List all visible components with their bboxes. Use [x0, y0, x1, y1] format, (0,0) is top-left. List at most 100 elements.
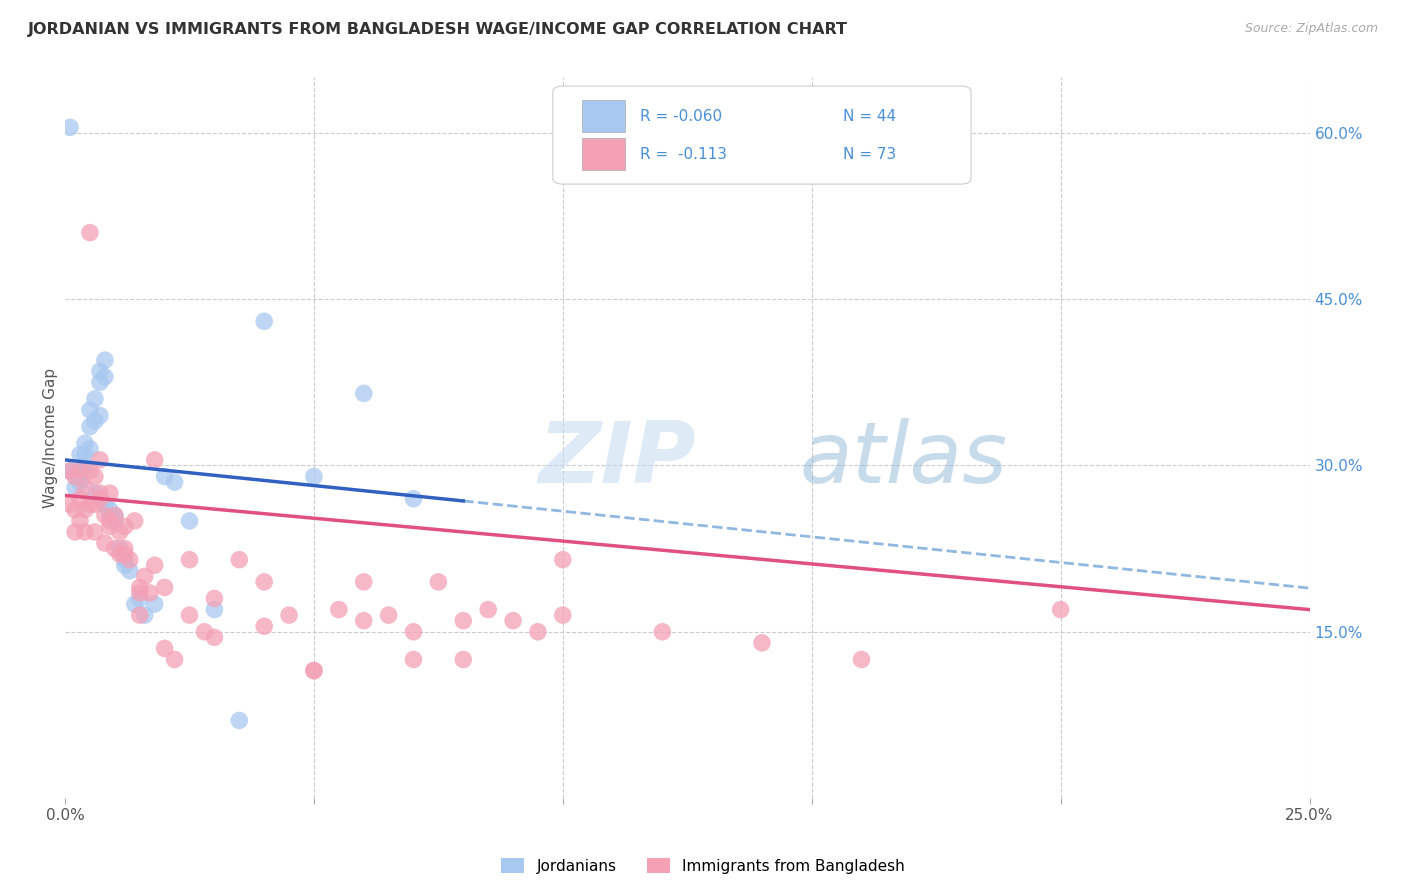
- Point: [751, 636, 773, 650]
- Point: [551, 608, 574, 623]
- Point: [79, 419, 101, 434]
- Point: [651, 624, 673, 639]
- Point: [89, 486, 111, 500]
- Point: [69, 491, 91, 506]
- Point: [69, 514, 91, 528]
- Point: [153, 641, 176, 656]
- Point: [104, 508, 127, 523]
- Point: [89, 409, 111, 423]
- Point: [302, 469, 325, 483]
- Text: R =  -0.113: R = -0.113: [640, 146, 727, 161]
- Point: [527, 624, 550, 639]
- Point: [402, 624, 425, 639]
- Point: [98, 508, 121, 523]
- Text: N = 44: N = 44: [842, 109, 896, 124]
- Point: [128, 586, 150, 600]
- Point: [124, 597, 146, 611]
- Point: [98, 519, 121, 533]
- Point: [84, 486, 107, 500]
- FancyBboxPatch shape: [582, 100, 626, 132]
- Point: [143, 558, 166, 573]
- Point: [114, 541, 136, 556]
- Point: [228, 714, 250, 728]
- Point: [73, 481, 96, 495]
- Point: [118, 564, 141, 578]
- Point: [63, 524, 86, 539]
- Point: [94, 369, 117, 384]
- Point: [104, 508, 127, 523]
- Point: [94, 536, 117, 550]
- Text: N = 73: N = 73: [842, 146, 896, 161]
- Point: [302, 664, 325, 678]
- Point: [63, 464, 86, 478]
- Text: JORDANIAN VS IMMIGRANTS FROM BANGLADESH WAGE/INCOME GAP CORRELATION CHART: JORDANIAN VS IMMIGRANTS FROM BANGLADESH …: [28, 22, 848, 37]
- Point: [302, 664, 325, 678]
- Point: [73, 447, 96, 461]
- Point: [453, 614, 475, 628]
- Point: [84, 414, 107, 428]
- Point: [73, 503, 96, 517]
- Point: [79, 464, 101, 478]
- Point: [202, 602, 225, 616]
- Point: [328, 602, 350, 616]
- Point: [84, 524, 107, 539]
- Y-axis label: Wage/Income Gap: Wage/Income Gap: [44, 368, 58, 508]
- Point: [228, 552, 250, 566]
- Point: [98, 503, 121, 517]
- Point: [253, 314, 276, 328]
- Point: [89, 491, 111, 506]
- Point: [134, 608, 156, 623]
- Point: [163, 475, 186, 489]
- Point: [153, 469, 176, 483]
- Text: R = -0.060: R = -0.060: [640, 109, 723, 124]
- Point: [353, 386, 375, 401]
- Point: [84, 469, 107, 483]
- Point: [851, 652, 873, 666]
- Point: [104, 541, 127, 556]
- Point: [163, 652, 186, 666]
- Point: [402, 652, 425, 666]
- Point: [253, 619, 276, 633]
- Point: [69, 475, 91, 489]
- Point: [502, 614, 524, 628]
- Point: [84, 392, 107, 406]
- Point: [278, 608, 301, 623]
- Point: [94, 497, 117, 511]
- Point: [551, 552, 574, 566]
- Point: [59, 497, 82, 511]
- Text: atlas: atlas: [799, 417, 1007, 501]
- Text: Source: ZipAtlas.com: Source: ZipAtlas.com: [1244, 22, 1378, 36]
- Point: [98, 486, 121, 500]
- Point: [179, 552, 201, 566]
- Point: [79, 442, 101, 456]
- FancyBboxPatch shape: [553, 87, 972, 184]
- Point: [253, 574, 276, 589]
- Point: [124, 514, 146, 528]
- Point: [453, 652, 475, 666]
- Point: [353, 614, 375, 628]
- Point: [128, 608, 150, 623]
- Point: [134, 569, 156, 583]
- Point: [73, 458, 96, 473]
- Point: [377, 608, 399, 623]
- Point: [79, 497, 101, 511]
- Point: [59, 464, 82, 478]
- Point: [202, 630, 225, 644]
- Point: [202, 591, 225, 606]
- Point: [108, 541, 131, 556]
- Point: [114, 547, 136, 561]
- Point: [128, 591, 150, 606]
- Legend: Jordanians, Immigrants from Bangladesh: Jordanians, Immigrants from Bangladesh: [495, 852, 911, 880]
- Point: [114, 519, 136, 533]
- Point: [143, 453, 166, 467]
- Point: [59, 464, 82, 478]
- Point: [118, 552, 141, 566]
- Point: [89, 376, 111, 390]
- Point: [94, 508, 117, 523]
- Point: [143, 597, 166, 611]
- Point: [128, 581, 150, 595]
- Point: [79, 226, 101, 240]
- Point: [69, 464, 91, 478]
- Point: [63, 481, 86, 495]
- Point: [73, 524, 96, 539]
